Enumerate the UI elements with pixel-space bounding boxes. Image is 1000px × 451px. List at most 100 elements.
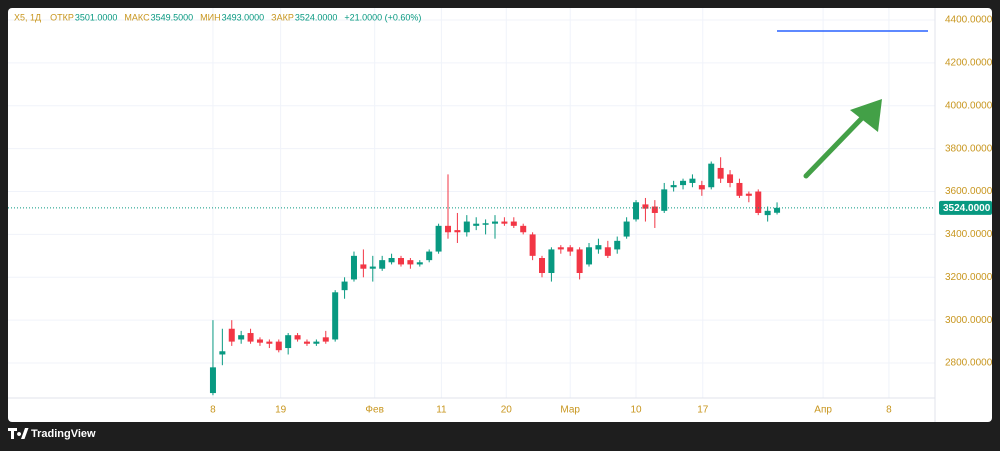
y-tick-label: 4000.0000 [945,100,993,111]
candle-body [350,255,357,280]
candle-body [313,341,320,344]
y-tick-label: 3600.0000 [945,186,993,197]
candle-body [492,221,499,224]
candle-body [774,207,781,213]
candle-body [755,191,762,213]
candle-body [360,264,367,269]
brand-name: TradingView [31,428,96,440]
field-label: МАКС [124,12,150,22]
y-tick-label: 4400.0000 [945,15,993,26]
candle-body [209,367,216,394]
last-price-label: 3524.0000 [943,203,991,214]
candle-body [727,174,734,183]
candle-body [539,257,546,274]
candle-body [557,247,564,250]
x-tick-label: Мар [560,405,580,416]
candle-body [595,245,602,250]
field-value: 3549.5000 [151,12,194,22]
candle-body [501,221,508,224]
candle-body [426,251,433,261]
candle-body [285,335,292,349]
candle-body [228,328,235,342]
candle-body [473,223,480,226]
axes: 2800.0000 3000.0000 3200.0000 3400.0000 3600… [8,8,993,422]
x-tick-label: 10 [630,405,642,416]
candle-body [586,247,593,265]
candle-body [642,204,649,209]
candle-body [388,257,395,263]
candle-body [520,225,527,233]
candle-body [256,339,263,343]
x-tick-label: 8 [210,405,216,416]
legend: X5, 1Д ОТКР 3501.0000 МАКС 3549.5000 МИН 3493.… [14,12,421,22]
field-value: 3524.0000 [295,12,338,22]
x-tick-label: 19 [275,405,287,416]
x-tick-label: 8 [886,405,892,416]
candle-body [510,221,517,226]
candle-body [661,189,668,211]
field-label: ЗАКР [271,12,294,22]
candle-body [369,266,376,269]
candle-body [614,240,621,250]
candle-body [689,178,696,183]
candle-body [745,193,752,196]
candle-body [303,341,310,344]
candle-body [717,167,724,179]
candle-body [294,335,301,340]
candle-body [708,163,715,188]
candle-body [604,247,611,256]
candles [8,157,935,396]
candle-body [379,260,386,269]
y-tick-label: 3000.0000 [945,315,993,326]
candle-body [764,210,771,216]
field-label: ОТКР [50,12,74,22]
candle-body [266,341,273,344]
branding: TradingView [8,428,96,440]
candle-body [463,221,470,233]
candle-body [407,260,414,265]
candle-body [341,281,348,291]
candle-body [238,335,245,340]
candle-body [623,221,630,237]
field-label: МИН [200,12,220,22]
candle-body [529,234,536,256]
candle-body [680,180,687,186]
y-tick-label: 2800.0000 [945,358,993,369]
y-tick-label: 3400.0000 [945,229,993,240]
field-value: 3501.0000 [75,12,118,22]
x-tick-label: Фев [365,405,383,416]
candle-body [247,333,254,342]
candle-body [322,337,329,342]
candle-body [670,185,677,188]
x-tick-label: 11 [436,405,447,416]
candle-body [435,225,442,252]
candle-body [698,185,705,190]
candle-body [633,202,640,220]
last-price-badge [939,200,992,215]
candle-body [275,341,282,351]
chart-area [8,8,992,422]
change: +21.0000 (+0.60%) [344,12,421,22]
candle-body [651,206,658,213]
candle-body [576,249,583,274]
candle-body [416,262,423,265]
symbol: X5, 1Д [14,12,41,22]
candle-body [454,230,461,233]
field-value: 3493.0000 [222,12,265,22]
drawn-arrow [803,99,882,179]
candle-body [736,182,743,196]
y-tick-label: 3800.0000 [945,143,993,154]
x-tick-label: Апр [814,405,832,416]
candle-body [219,351,226,355]
x-tick-label: 20 [501,405,513,416]
y-tick-label: 4200.0000 [945,58,993,69]
candle-body [397,257,404,265]
candle-body [567,247,574,252]
candle-body [548,249,555,274]
y-tick-label: 3200.0000 [945,272,993,283]
candle-body [444,225,451,233]
candle-body [332,292,339,340]
candle-body [482,223,489,225]
